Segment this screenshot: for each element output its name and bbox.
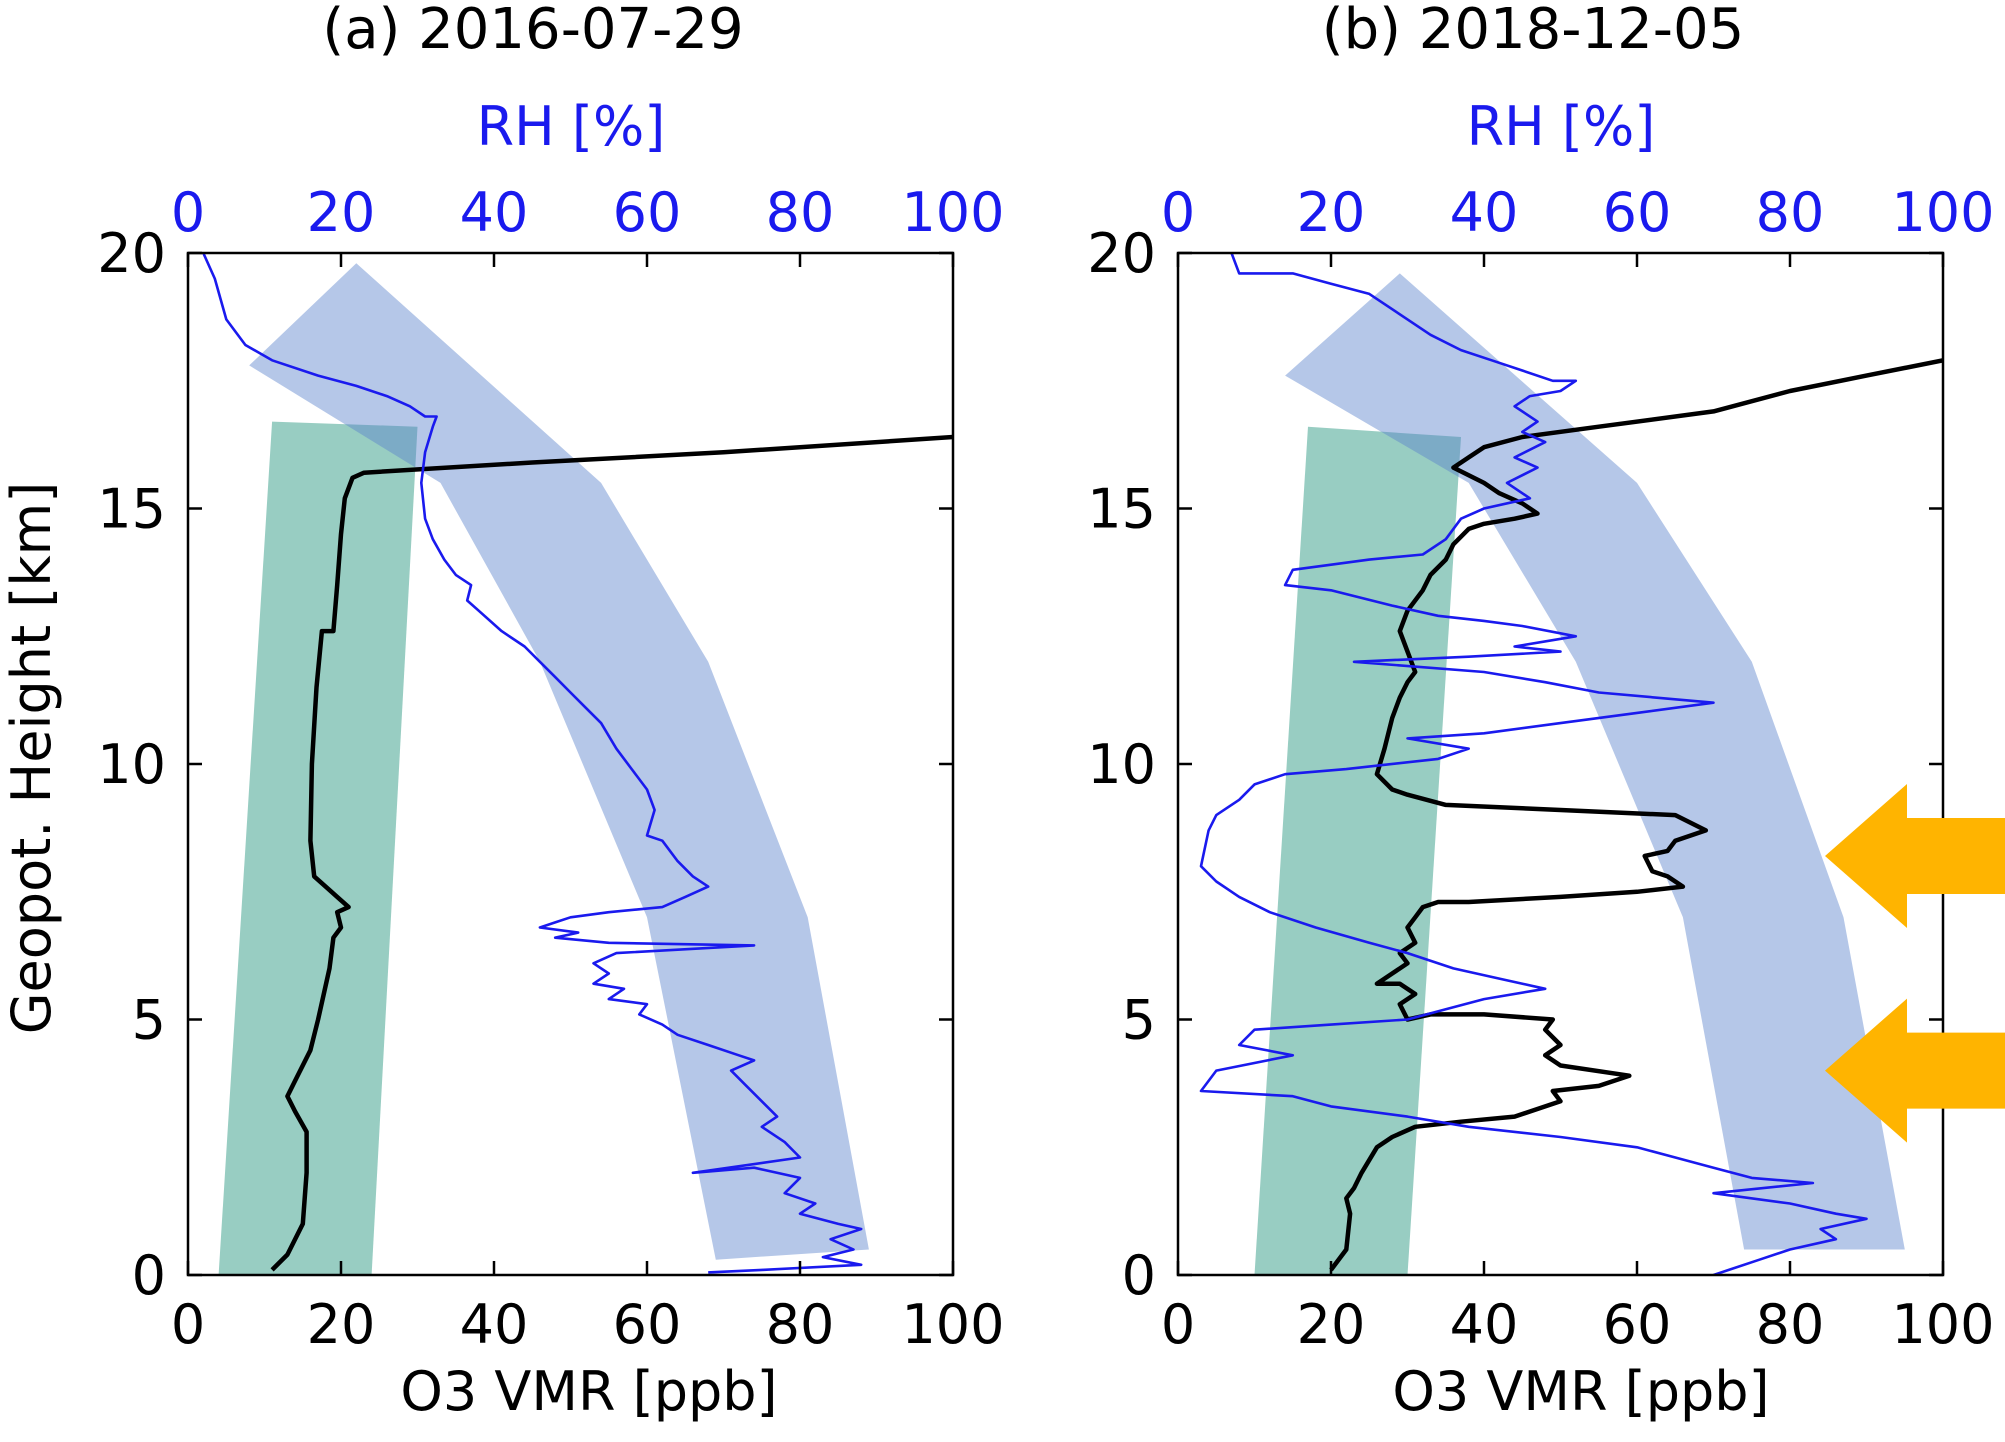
panel-b-y-tick-label: 10	[1087, 733, 1156, 796]
panel-b-y-tick-label: 0	[1122, 1244, 1156, 1307]
panel-b-plot-area	[1199, 253, 1943, 1275]
panel-a-y-tick-label: 20	[97, 222, 166, 285]
panel-a-plot-area	[202, 253, 953, 1275]
panel-a-y-tick-label: 0	[132, 1244, 166, 1307]
panel-b-x2-tick-label: 80	[1756, 181, 1825, 244]
panel-b-o3-line	[1329, 358, 1943, 1272]
panel-a-x-tick-label: 60	[613, 1293, 682, 1356]
panel-b-x-tick-label: 80	[1756, 1293, 1825, 1356]
panel-a-x-tick-label: 40	[460, 1293, 529, 1356]
panel-b-title: (b) 2018-12-05	[1322, 0, 1745, 62]
panel-b: (b) 2018-12-05 RH [%] O3 VMR [ppb] 0 20 40…	[1087, 0, 2005, 1423]
panel-b-y-tick-label: 15	[1087, 478, 1156, 541]
panel-a: (a) 2016-07-29 RH [%] O3 VMR [ppb] Geopo…	[0, 0, 1005, 1423]
panel-b-x2-tick-label: 100	[1891, 181, 1994, 244]
y-axis-title: Geopot. Height [km]	[0, 482, 63, 1035]
panel-b-x2-tick-label: 60	[1603, 181, 1672, 244]
panel-b-x2-tick-label: 20	[1297, 181, 1366, 244]
panel-a-green-band	[218, 421, 418, 1275]
panel-a-x-tick-label: 100	[901, 1293, 1004, 1356]
panel-a-x2-tick-label: 20	[307, 181, 376, 244]
panel-b-rh-axis-title: RH [%]	[1467, 95, 1656, 158]
panel-b-green-band	[1254, 426, 1461, 1275]
panel-a-x-tick-label: 0	[171, 1293, 205, 1356]
panel-a-o3-line	[270, 434, 953, 1272]
panel-a-x2-tick-label: 40	[460, 181, 529, 244]
panel-a-y-tick-label: 5	[132, 989, 166, 1052]
panel-a-x-tick-label: 80	[766, 1293, 835, 1356]
panel-a-x2-tick-label: 60	[613, 181, 682, 244]
panel-b-x-tick-label: 100	[1891, 1293, 1994, 1356]
panel-b-o3-axis-title: O3 VMR [ppb]	[1392, 1360, 1769, 1423]
panel-a-blue-band	[249, 263, 869, 1260]
highlight-arrow-1	[1825, 784, 2005, 928]
panel-a-x2-tick-label: 0	[171, 181, 205, 244]
panel-a-rh-axis-title: RH [%]	[477, 95, 666, 158]
panel-b-y-tick-label: 20	[1087, 222, 1156, 285]
panel-a-y-tick-label: 15	[97, 478, 166, 541]
panel-b-x2-tick-label: 0	[1161, 181, 1195, 244]
panel-b-x-tick-label: 0	[1161, 1293, 1195, 1356]
panel-a-o3-axis-title: O3 VMR [ppb]	[400, 1360, 777, 1423]
panel-a-x2-tick-label: 80	[766, 181, 835, 244]
panel-b-blue-band	[1285, 273, 1905, 1250]
panel-b-x2-tick-label: 40	[1450, 181, 1519, 244]
panel-b-x-tick-label: 60	[1603, 1293, 1672, 1356]
panel-b-x-tick-label: 20	[1297, 1293, 1366, 1356]
panel-b-x-tick-label: 40	[1450, 1293, 1519, 1356]
panel-a-x-tick-label: 20	[307, 1293, 376, 1356]
panel-a-y-tick-label: 10	[97, 733, 166, 796]
panel-b-rh-line	[1199, 253, 1868, 1275]
panel-a-rh-line	[202, 253, 863, 1274]
panel-a-title: (a) 2016-07-29	[322, 0, 743, 62]
highlight-arrow-2	[1825, 998, 2005, 1143]
panel-a-x2-tick-label: 100	[901, 181, 1004, 244]
panel-b-y-tick-label: 5	[1122, 989, 1156, 1052]
